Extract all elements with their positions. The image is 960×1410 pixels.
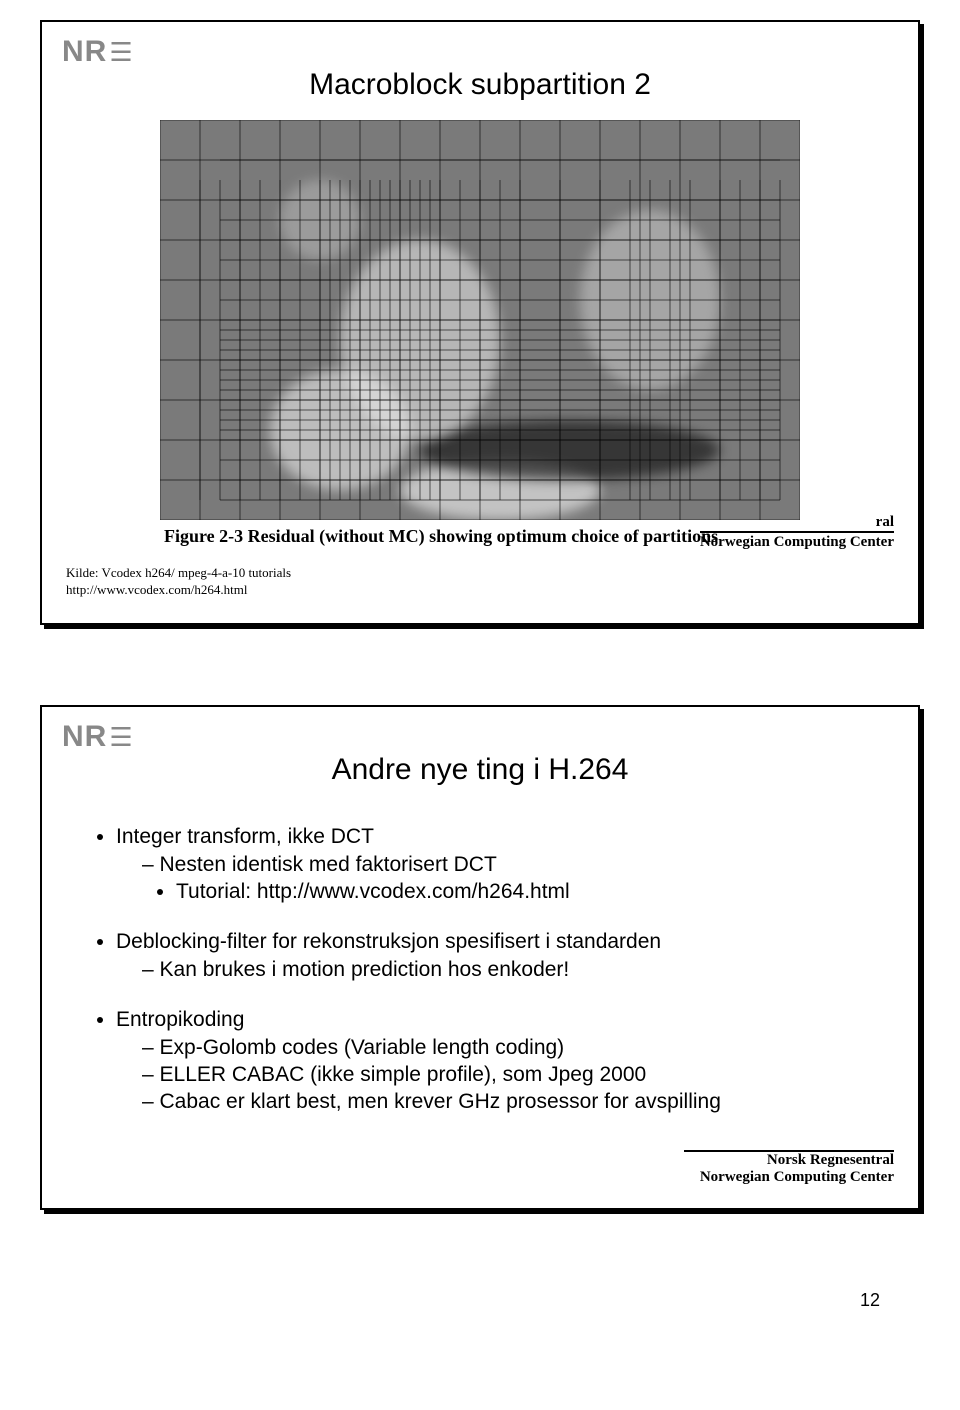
footer-line2: Norwegian Computing Center bbox=[700, 531, 894, 551]
slide-1: NR ☰ Macroblock subpartition 2 Figure 2-… bbox=[40, 20, 920, 625]
sub-bullet-item: Cabac er klart best, men krever GHz pros… bbox=[142, 1090, 870, 1114]
logo-text: NR bbox=[62, 35, 107, 69]
subsub-bullet-item: Tutorial: http://www.vcodex.com/h264.htm… bbox=[176, 880, 870, 904]
macroblock-grid bbox=[160, 120, 800, 520]
logo-glyph-icon: ☰ bbox=[109, 724, 132, 750]
slide-content: Integer transform, ikke DCTNesten identi… bbox=[66, 805, 894, 1184]
bullet-list: Integer transform, ikke DCTNesten identi… bbox=[90, 825, 870, 1114]
slide-title: Andre nye ting i H.264 bbox=[66, 753, 894, 787]
slide-footer: Norsk Regnesentral Norwegian Computing C… bbox=[684, 1150, 894, 1186]
sub-bullet-item: Exp-Golomb codes (Variable length coding… bbox=[142, 1036, 870, 1060]
footer-line1: Norsk Regnesentral bbox=[684, 1152, 894, 1169]
kilde-line2: http://www.vcodex.com/h264.html bbox=[66, 582, 894, 599]
page-number: 12 bbox=[40, 1290, 920, 1321]
residual-image bbox=[160, 120, 800, 520]
footer-line2: Norwegian Computing Center bbox=[684, 1169, 894, 1186]
slide-2: NR ☰ Andre nye ting i H.264 Integer tran… bbox=[40, 705, 920, 1210]
sub-bullet-item: Nesten identisk med faktorisert DCT bbox=[142, 853, 870, 877]
slide-footer: ral Norwegian Computing Center bbox=[700, 514, 894, 551]
bullet-item: Deblocking-filter for rekonstruksjon spe… bbox=[116, 930, 870, 982]
footer-frag: ral bbox=[700, 514, 894, 531]
kilde-line1: Kilde: Vcodex h264/ mpeg-4-a-10 tutorial… bbox=[66, 565, 894, 582]
logo-glyph-icon: ☰ bbox=[109, 39, 132, 65]
page: NR ☰ Macroblock subpartition 2 Figure 2-… bbox=[0, 0, 960, 1331]
slide-title: Macroblock subpartition 2 bbox=[66, 68, 894, 102]
nr-logo: NR ☰ bbox=[62, 721, 133, 753]
figure-box: Figure 2-3 Residual (without MC) showing… bbox=[160, 120, 800, 549]
logo-text: NR bbox=[62, 720, 107, 754]
sub-bullet-item: ELLER CABAC (ikke simple profile), som J… bbox=[142, 1063, 870, 1087]
sub-bullet-item: Kan brukes i motion prediction hos enkod… bbox=[142, 958, 870, 982]
bullet-item: EntropikodingExp-Golomb codes (Variable … bbox=[116, 1008, 870, 1114]
source-citation: Kilde: Vcodex h264/ mpeg-4-a-10 tutorial… bbox=[66, 565, 894, 599]
bullet-item: Integer transform, ikke DCTNesten identi… bbox=[116, 825, 870, 904]
nr-logo: NR ☰ bbox=[62, 36, 133, 68]
